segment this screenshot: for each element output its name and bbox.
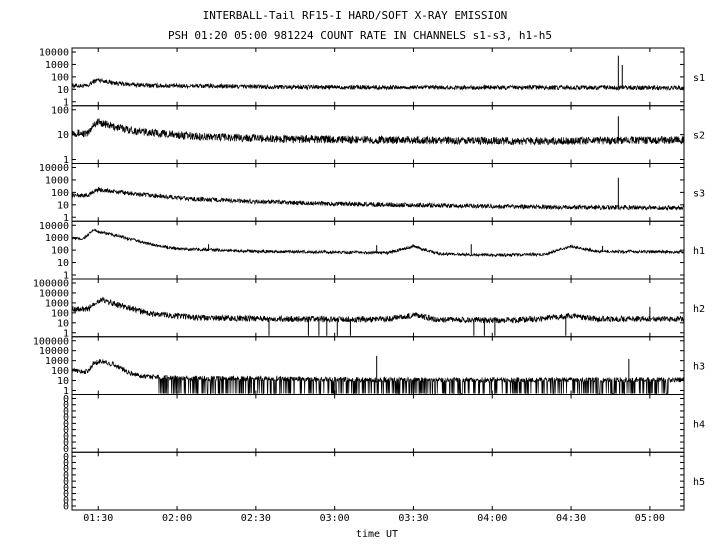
- y-tick-label: 0: [63, 438, 69, 449]
- y-tick-label: 0: [63, 406, 69, 417]
- y-tick-label: 0: [63, 400, 69, 411]
- y-tick-label: 10: [57, 200, 69, 211]
- x-tick-label: 01:30: [83, 513, 113, 524]
- y-tick-label: 1: [63, 328, 69, 339]
- y-tick-label: 0: [63, 452, 69, 463]
- y-tick-label: 100: [51, 246, 69, 257]
- x-tick-label: 03:30: [398, 513, 428, 524]
- y-tick-label: 0: [63, 419, 69, 430]
- y-tick-label: 0: [63, 431, 69, 442]
- y-tick-label: 10: [57, 318, 69, 329]
- y-tick-label: 10000: [39, 163, 69, 174]
- y-tick-label: 10: [57, 85, 69, 96]
- y-tick-label: 10000: [39, 288, 69, 299]
- y-tick-label: 100: [51, 105, 69, 116]
- panel-frame: [71, 105, 685, 164]
- y-tick-label: 1: [63, 155, 69, 166]
- y-tick-label: 100000: [33, 336, 69, 347]
- series-s3: [71, 186, 685, 212]
- panel-label-h5: h5: [693, 477, 705, 488]
- panel-label-s3: s3: [693, 188, 705, 199]
- chart-title: INTERBALL-Tail RF15-I HARD/SOFT X-RAY EM…: [203, 9, 508, 22]
- x-axis-title: time UT: [356, 529, 398, 540]
- panel-frame: [71, 220, 685, 280]
- y-tick-label: 0: [63, 413, 69, 424]
- y-tick-label: 0: [63, 394, 69, 405]
- y-tick-label: 10000: [39, 48, 69, 59]
- y-tick-label: 0: [63, 464, 69, 475]
- y-tick-label: 0: [63, 489, 69, 500]
- y-tick-label: 0: [63, 483, 69, 494]
- y-tick-label: 100: [51, 308, 69, 319]
- y-tick-label: 0: [63, 502, 69, 513]
- y-tick-label: 1000: [45, 298, 69, 309]
- x-axis: 01:30 02:00 02:30 03:00 03:30 04:00 04:30 05:00: [83, 513, 665, 524]
- y-tick-label: 1: [63, 97, 69, 108]
- x-tick-label: 02:00: [162, 513, 192, 524]
- y-tick-label: 0: [63, 425, 69, 436]
- panel-frame: [71, 394, 685, 453]
- panel-label-s1: s1: [693, 73, 705, 84]
- series-s1: [71, 78, 685, 92]
- y-tick-label: 10: [57, 258, 69, 269]
- panel-label-h4: h4: [693, 419, 705, 430]
- y-tick-label: 0: [63, 444, 69, 455]
- panel-frame: [71, 451, 685, 511]
- series-h3: [71, 359, 685, 394]
- y-tick-label: 1000: [45, 60, 69, 71]
- x-tick-label: 05:00: [635, 513, 665, 524]
- panel-label-h1: h1: [693, 246, 705, 257]
- y-tick-label: 1: [63, 213, 69, 224]
- x-tick-label: 04:30: [556, 513, 586, 524]
- y-tick-label: 0: [63, 477, 69, 488]
- y-tick-label: 10000: [39, 346, 69, 357]
- series-s2: [71, 118, 685, 147]
- y-tick-label: 1: [63, 271, 69, 282]
- y-tick-label: 0: [63, 495, 69, 506]
- series-h2: [71, 296, 684, 324]
- panel-label-h3: h3: [693, 362, 705, 373]
- y-tick-label: 100: [51, 188, 69, 199]
- y-tick-label: 1000: [45, 233, 69, 244]
- y-tick-label: 0: [63, 458, 69, 469]
- y-tick-label: 1000: [45, 175, 69, 186]
- panel-label-h2: h2: [693, 304, 705, 315]
- y-tick-label: 1000: [45, 356, 69, 367]
- panels: 110100100010000s1110100s2110100100010000…: [33, 47, 705, 513]
- y-tick-label: 100: [51, 72, 69, 83]
- y-tick-label: 1: [63, 386, 69, 397]
- y-tick-label: 10: [57, 376, 69, 387]
- panel-frame: [71, 47, 685, 107]
- y-tick-label: 0: [63, 470, 69, 481]
- y-tick-label: 100000: [33, 279, 69, 290]
- series-h1: [71, 228, 685, 258]
- y-tick-label: 10: [57, 130, 69, 141]
- panel-s2: 1 10 100 s2: [51, 105, 705, 166]
- x-tick-label: 03:00: [320, 513, 350, 524]
- chart-subtitle: PSH 01:20 05:00 981224 COUNT RATE IN CHA…: [168, 29, 552, 42]
- panel-frame: [71, 163, 685, 222]
- panel-frame: [71, 278, 685, 338]
- x-tick-label: 02:30: [241, 513, 271, 524]
- y-tick-label: 100: [51, 366, 69, 377]
- panel-label-s2: s2: [693, 131, 705, 142]
- x-tick-label: 04:00: [477, 513, 507, 524]
- y-tick-label: 10000: [39, 221, 69, 232]
